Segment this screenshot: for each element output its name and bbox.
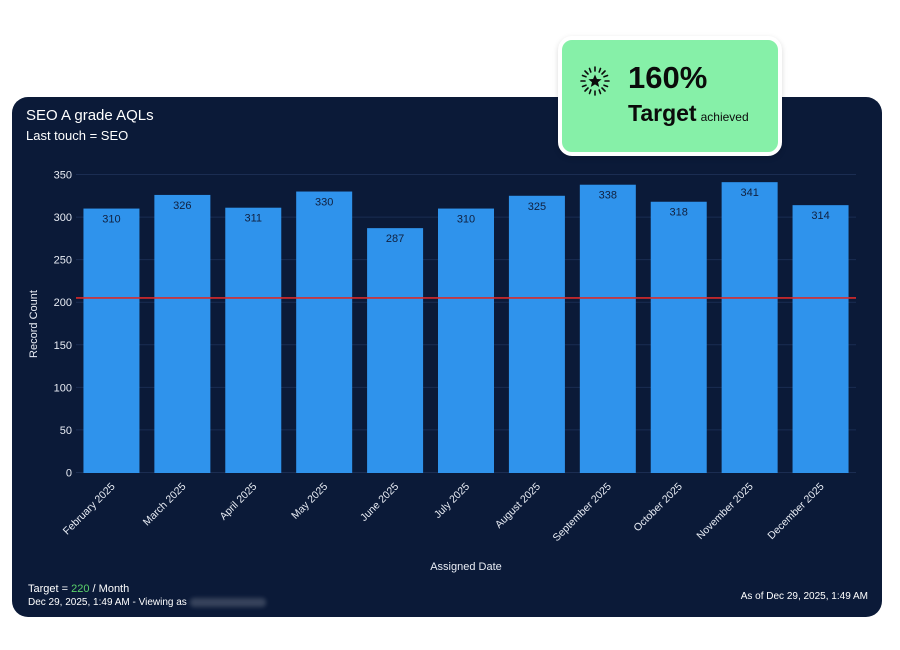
- y-tick-label: 0: [66, 468, 72, 480]
- x-tick-label: July 2025: [432, 481, 472, 521]
- chart-card: SEO A grade AQLs Last touch = SEO 0 50 100…: [12, 97, 882, 617]
- data-label: 341: [740, 187, 758, 199]
- badge-target-text: Target: [628, 100, 697, 126]
- data-label: 287: [386, 233, 404, 245]
- target-prefix: Target =: [28, 583, 69, 595]
- as-of-timestamp: As of Dec 29, 2025, 1:49 AM: [740, 591, 868, 602]
- viewed-at-text: Dec 29, 2025, 1:49 AM - Viewing as: [28, 597, 187, 608]
- x-tick-label: November 2025: [694, 481, 755, 542]
- data-label: 318: [670, 207, 688, 219]
- target-suffix: / Month: [92, 583, 130, 595]
- bar: [792, 205, 849, 473]
- bar: [367, 228, 424, 473]
- y-tick-label: 100: [54, 382, 72, 394]
- badge-percentage: 160%: [628, 60, 708, 95]
- data-label: 330: [315, 197, 333, 209]
- bar: [154, 194, 211, 473]
- bar: [438, 208, 494, 474]
- bar-chart: 0 50 100 150 200 250 300 350 310 February 2025 326…: [28, 170, 856, 573]
- bar: [579, 184, 636, 473]
- x-axis-title: Assigned Date: [430, 561, 502, 573]
- target-note: Target = 220 / Month: [28, 583, 129, 595]
- bar: [296, 191, 353, 473]
- badge-label: Target achieved: [628, 100, 749, 127]
- bar: [721, 182, 778, 474]
- y-tick-label: 150: [54, 340, 72, 352]
- y-tick-label: 50: [60, 425, 72, 437]
- data-label: 314: [811, 210, 829, 222]
- bar: [83, 208, 140, 474]
- target-achieved-badge: 160% Target achieved: [558, 36, 782, 156]
- bar: [508, 195, 565, 473]
- x-tick-label: August 2025: [493, 481, 543, 531]
- data-label: 338: [599, 190, 617, 202]
- x-tick-label: April 2025: [217, 481, 259, 523]
- chart-title: SEO A grade AQLs: [26, 107, 154, 124]
- data-label: 326: [173, 200, 191, 212]
- data-label: 311: [244, 213, 262, 225]
- data-label: 310: [102, 214, 120, 226]
- data-label: 310: [457, 214, 475, 226]
- x-tick-label: May 2025: [289, 481, 330, 522]
- bar: [225, 207, 282, 473]
- y-tick-label: 250: [54, 255, 72, 267]
- badge-achieved-text: achieved: [700, 110, 749, 124]
- x-tick-label: December 2025: [765, 481, 826, 542]
- x-tick-label: June 2025: [358, 481, 401, 524]
- x-tick-label: September 2025: [551, 481, 614, 544]
- x-tick-label: February 2025: [61, 481, 118, 538]
- y-axis-title: Record Count: [28, 290, 40, 358]
- data-label: 325: [528, 201, 546, 213]
- target-value: 220: [71, 583, 90, 595]
- redacted-user: [189, 597, 266, 607]
- y-tick-label: 300: [54, 212, 72, 224]
- star-badge-icon: [580, 66, 610, 96]
- y-tick-label: 350: [54, 170, 72, 182]
- y-tick-label: 200: [54, 297, 72, 309]
- x-tick-label: March 2025: [141, 481, 189, 529]
- viewed-at: Dec 29, 2025, 1:49 AM - Viewing as: [28, 597, 266, 608]
- bar: [650, 201, 707, 473]
- chart-subtitle: Last touch = SEO: [26, 128, 129, 143]
- x-tick-label: October 2025: [631, 481, 685, 535]
